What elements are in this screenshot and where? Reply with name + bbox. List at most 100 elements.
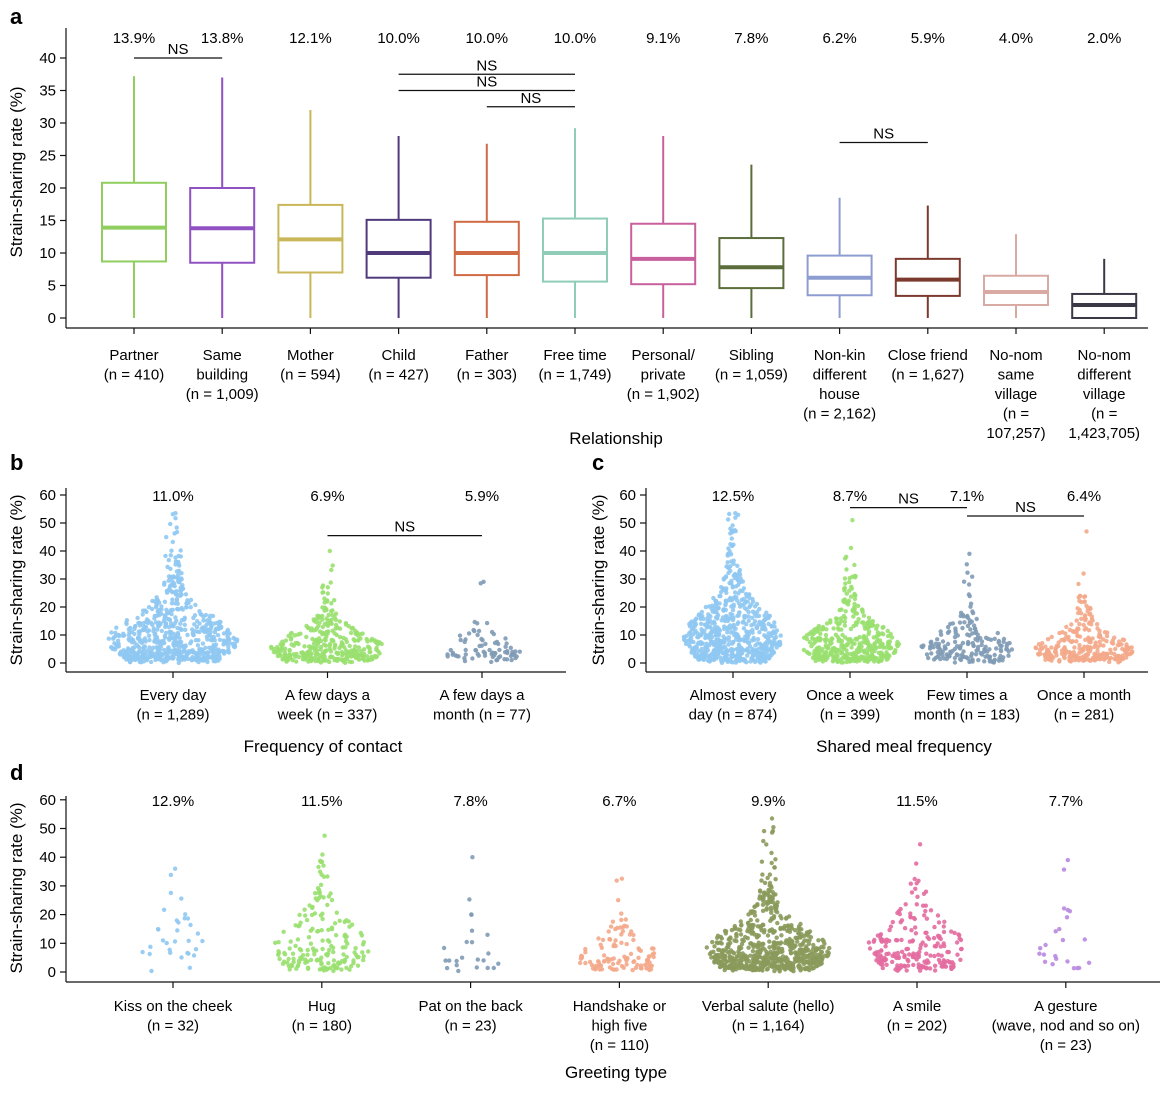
data-point (1083, 637, 1088, 642)
data-point (844, 591, 849, 596)
data-point (709, 955, 714, 960)
data-point (928, 908, 934, 913)
data-point (326, 612, 331, 618)
data-point (1051, 655, 1056, 660)
data-point (795, 939, 800, 944)
data-point (762, 880, 768, 886)
category-label: (n = 399) (820, 707, 880, 724)
data-point (769, 910, 774, 915)
data-point (905, 946, 911, 952)
data-point (343, 945, 348, 950)
data-point (987, 647, 992, 652)
data-point (1107, 659, 1112, 665)
data-point (356, 652, 362, 658)
data-point (319, 928, 324, 933)
data-point (836, 638, 841, 644)
data-point (729, 659, 734, 664)
y-tick-label: 50 (39, 821, 56, 838)
data-point (292, 633, 298, 638)
data-point (737, 958, 742, 963)
data-point (1076, 581, 1081, 587)
y-tick-label: 25 (39, 148, 56, 165)
panel-a: 0 5 10 15 20 25 30 35 40 Strain-sharing rate (%) R… (7, 28, 1148, 448)
data-point (457, 633, 463, 638)
data-point (1074, 639, 1079, 644)
data-point (308, 957, 314, 963)
data-point (329, 897, 335, 903)
data-point (145, 656, 150, 661)
data-point (958, 613, 963, 619)
median-percent-label: 7.7% (1049, 793, 1083, 810)
data-point (143, 608, 148, 613)
y-tick-label: 30 (39, 878, 56, 895)
data-point (1069, 622, 1074, 627)
data-point (726, 635, 732, 640)
data-point (720, 615, 726, 620)
median-percent-label: 12.9% (152, 793, 195, 810)
data-point (325, 585, 330, 590)
data-point (747, 604, 752, 610)
data-point (331, 968, 336, 974)
data-point (769, 646, 774, 651)
data-point (924, 916, 930, 921)
data-point (702, 628, 707, 634)
data-point (949, 966, 954, 971)
data-point (890, 959, 895, 965)
data-point (915, 894, 920, 899)
data-point (754, 958, 760, 963)
data-point (955, 952, 960, 957)
data-point (898, 906, 903, 912)
data-point (178, 652, 183, 657)
data-point (824, 627, 829, 632)
data-point (168, 583, 173, 588)
data-point (1105, 630, 1110, 635)
data-point (310, 656, 315, 662)
data-point (992, 652, 997, 658)
data-point (1085, 657, 1090, 662)
data-point (764, 610, 769, 615)
data-point (728, 526, 733, 531)
data-point (789, 926, 795, 931)
data-point (968, 627, 973, 632)
data-point (164, 534, 169, 540)
data-point (182, 657, 187, 662)
y-tick-label: 20 (39, 599, 56, 616)
data-point (1120, 646, 1125, 652)
data-point (722, 624, 727, 629)
data-point (329, 617, 334, 622)
data-point (168, 890, 174, 896)
data-point (326, 927, 331, 932)
data-point (185, 950, 190, 956)
data-point (828, 651, 834, 656)
data-point (1006, 653, 1011, 658)
category-label: A few days a (439, 687, 525, 704)
data-point (1101, 653, 1106, 658)
data-point (813, 946, 819, 951)
x-axis-label: Greeting type (565, 1063, 667, 1082)
data-point (872, 937, 877, 943)
data-point (709, 606, 714, 612)
data-point (579, 953, 584, 959)
data-point (1093, 640, 1098, 645)
data-point (1097, 628, 1102, 633)
data-point (744, 648, 749, 653)
data-point (818, 950, 824, 955)
data-point (303, 913, 308, 918)
data-point (127, 659, 133, 665)
data-point (276, 950, 282, 956)
data-point (908, 911, 913, 916)
data-point (727, 623, 733, 628)
data-point (933, 641, 938, 646)
data-point (181, 649, 186, 654)
category-label: (n = 1,902) (627, 386, 700, 403)
data-point (965, 570, 970, 575)
data-point (711, 619, 717, 624)
data-point (818, 953, 823, 958)
data-point (147, 637, 152, 643)
data-point (206, 654, 212, 660)
data-point (462, 658, 468, 664)
data-point (305, 952, 310, 957)
data-point (888, 645, 894, 651)
data-point (1101, 643, 1106, 648)
data-point (145, 620, 151, 626)
